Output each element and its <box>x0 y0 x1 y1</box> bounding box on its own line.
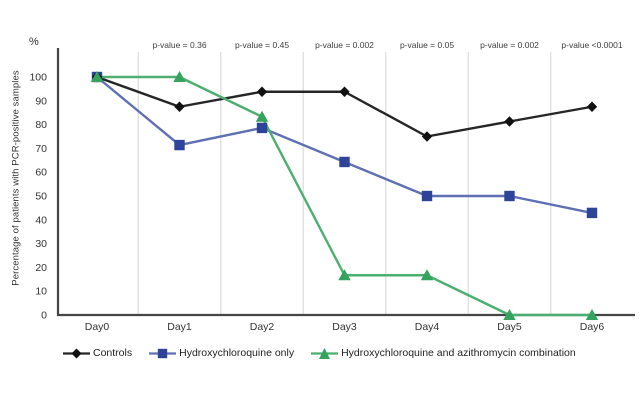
x-tick-label: Day1 <box>167 321 192 333</box>
marker-diamond-icon <box>339 86 350 97</box>
marker-diamond-icon <box>421 131 433 142</box>
marker-triangle-icon <box>173 71 186 82</box>
y-tick-label: 60 <box>35 167 47 179</box>
y-tick-label: 80 <box>35 119 47 131</box>
marker-triangle-icon <box>585 309 599 320</box>
marker-diamond-icon <box>174 101 185 112</box>
x-tick-label: Day6 <box>580 321 605 333</box>
marker-triangle-icon <box>503 309 516 320</box>
marker-triangle-icon <box>420 269 434 281</box>
y-tick-label: 20 <box>35 262 47 274</box>
legend-marker-square-icon <box>149 348 177 358</box>
x-tick-label: Day4 <box>415 321 440 333</box>
marker-square-icon <box>586 207 598 219</box>
legend-marker-diamond-icon <box>63 348 90 358</box>
p-value-label: p-value = 0.05 <box>400 40 454 50</box>
legend-item: Controls <box>63 347 132 360</box>
y-axis-unit-label: % <box>29 36 39 48</box>
marker-triangle-icon <box>338 269 351 281</box>
marker-square-icon <box>504 190 515 202</box>
y-tick-label: 50 <box>35 191 47 203</box>
marker-diamond-icon <box>256 86 268 97</box>
legend-label: Controls <box>93 347 133 359</box>
p-value-label: p-value = 0.002 <box>480 40 539 50</box>
legend-item: Hydroxychloroquine and azithromycin comb… <box>311 347 576 360</box>
y-tick-label: 40 <box>35 214 47 226</box>
p-value-label: p-value <0.0001 <box>561 40 622 50</box>
y-tick-label: 70 <box>35 143 47 155</box>
marker-diamond-icon <box>504 116 515 127</box>
x-tick-label: Day5 <box>497 321 522 333</box>
y-tick-label: 100 <box>29 72 47 84</box>
legend-marker-triangle-icon <box>311 347 339 359</box>
legend-label: Hydroxychloroquine only <box>179 347 295 359</box>
chart-svg: 0 10 20 30 40 50 60 70 80 90 100 Day0 Day1 Day2 Day3 Da… <box>29 40 635 333</box>
x-tick-label: Day0 <box>85 321 110 333</box>
p-value-label: p-value = 0.002 <box>315 40 374 50</box>
y-tick-label: 90 <box>35 95 47 107</box>
x-tick-label: Day2 <box>250 321 275 333</box>
marker-triangle-icon <box>90 71 104 82</box>
legend-item: Hydroxychloroquine only <box>149 347 294 360</box>
p-value-label: p-value = 0.45 <box>235 40 289 50</box>
marker-square-icon <box>256 122 268 134</box>
y-tick-label: 10 <box>35 286 47 298</box>
chart-legend: Controls Hydroxychloroquine only Hydroxych… <box>63 344 576 362</box>
y-axis-title: Percentage of patients with PCR-positive… <box>10 70 22 286</box>
marker-square-icon <box>339 156 350 168</box>
x-tick-label: Day3 <box>332 321 357 333</box>
marker-square-icon <box>174 139 185 151</box>
y-tick-label: 0 <box>41 310 47 322</box>
p-value-label: p-value = 0.36 <box>152 40 206 50</box>
legend-label: Hydroxychloroquine and azithromycin comb… <box>341 347 576 359</box>
y-tick-label: 30 <box>35 238 47 250</box>
series-line-diamond <box>96 75 593 138</box>
marker-triangle-icon <box>255 110 269 122</box>
marker-diamond-icon <box>586 101 598 112</box>
marker-square-icon <box>421 190 433 202</box>
series-line-square <box>96 76 593 215</box>
